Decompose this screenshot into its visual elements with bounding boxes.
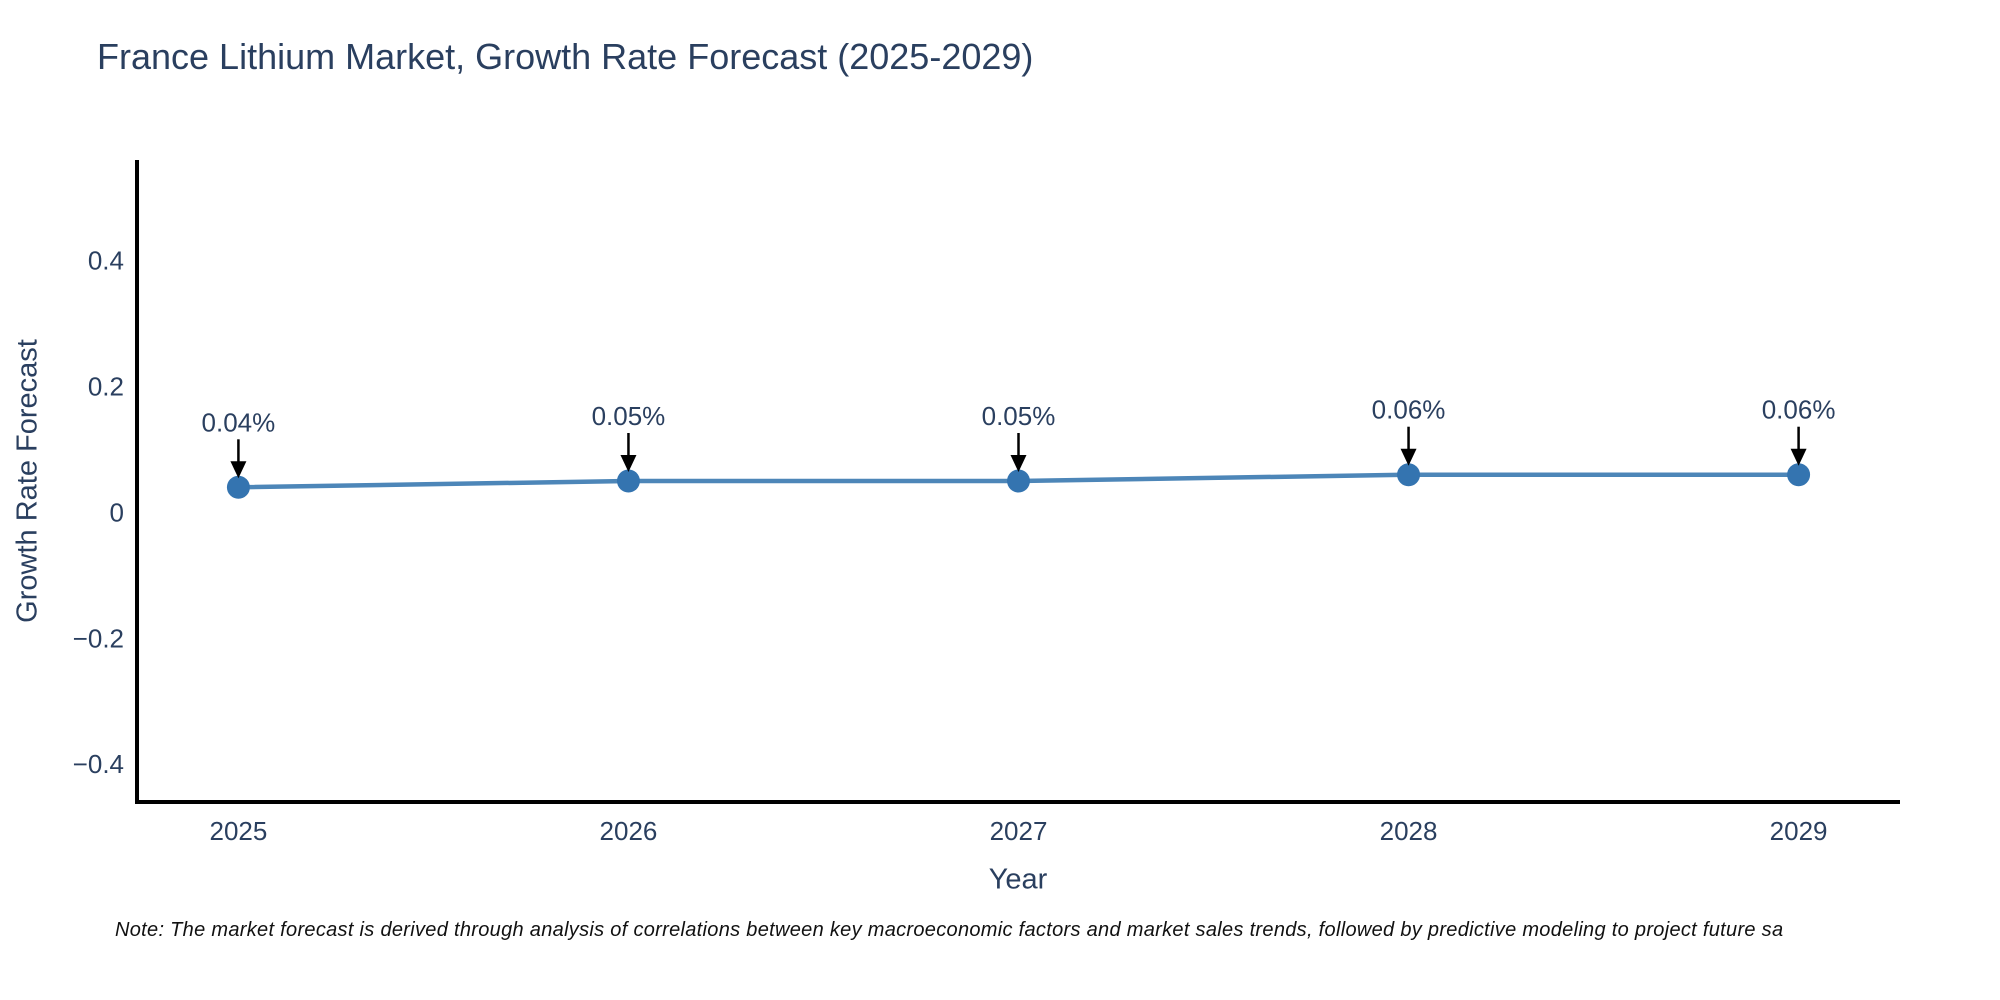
x-tick-label: 2028 <box>1380 816 1438 846</box>
x-tick-label: 2026 <box>600 816 658 846</box>
y-tick-label: 0 <box>110 497 124 527</box>
data-point-marker[interactable] <box>616 469 640 493</box>
x-tick-label: 2029 <box>1770 816 1828 846</box>
point-annotation-label: 0.04% <box>202 407 276 437</box>
annotation-arrowhead-icon <box>1400 448 1417 466</box>
y-tick-label: 0.4 <box>88 246 124 276</box>
y-axis-title: Growth Rate Forecast <box>11 339 44 623</box>
x-axis-title: Year <box>988 863 1048 896</box>
footnote: Note: The market forecast is derived thr… <box>115 919 1784 941</box>
annotation-arrowhead-icon <box>1010 455 1027 472</box>
data-point-marker[interactable] <box>1397 463 1421 487</box>
axis-spines <box>135 160 1900 804</box>
y-tick-label: 0.2 <box>88 372 124 402</box>
y-tick-label: −0.2 <box>73 623 124 653</box>
x-tick-label: 2027 <box>990 816 1048 846</box>
point-annotation-label: 0.06% <box>1372 395 1446 425</box>
data-point-marker[interactable] <box>1787 463 1811 487</box>
annotation-arrowhead-icon <box>1790 448 1807 466</box>
chart-title: France Lithium Market, Growth Rate Forec… <box>97 36 1034 77</box>
point-annotation-label: 0.05% <box>592 401 666 431</box>
point-annotation-label: 0.05% <box>982 401 1056 431</box>
data-point-marker[interactable] <box>226 475 250 499</box>
x-tick-label: 2025 <box>209 816 267 846</box>
y-tick-label: −0.4 <box>73 749 124 779</box>
annotation-arrowhead-icon <box>230 461 247 479</box>
data-point-marker[interactable] <box>1007 469 1030 493</box>
annotation-arrowhead-icon <box>620 455 637 472</box>
point-annotation-label: 0.06% <box>1762 395 1836 425</box>
